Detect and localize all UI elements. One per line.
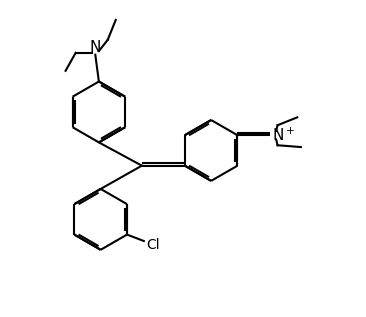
- Text: N: N: [90, 40, 101, 55]
- Text: N$^+$: N$^+$: [272, 126, 295, 144]
- Text: Cl: Cl: [147, 238, 160, 252]
